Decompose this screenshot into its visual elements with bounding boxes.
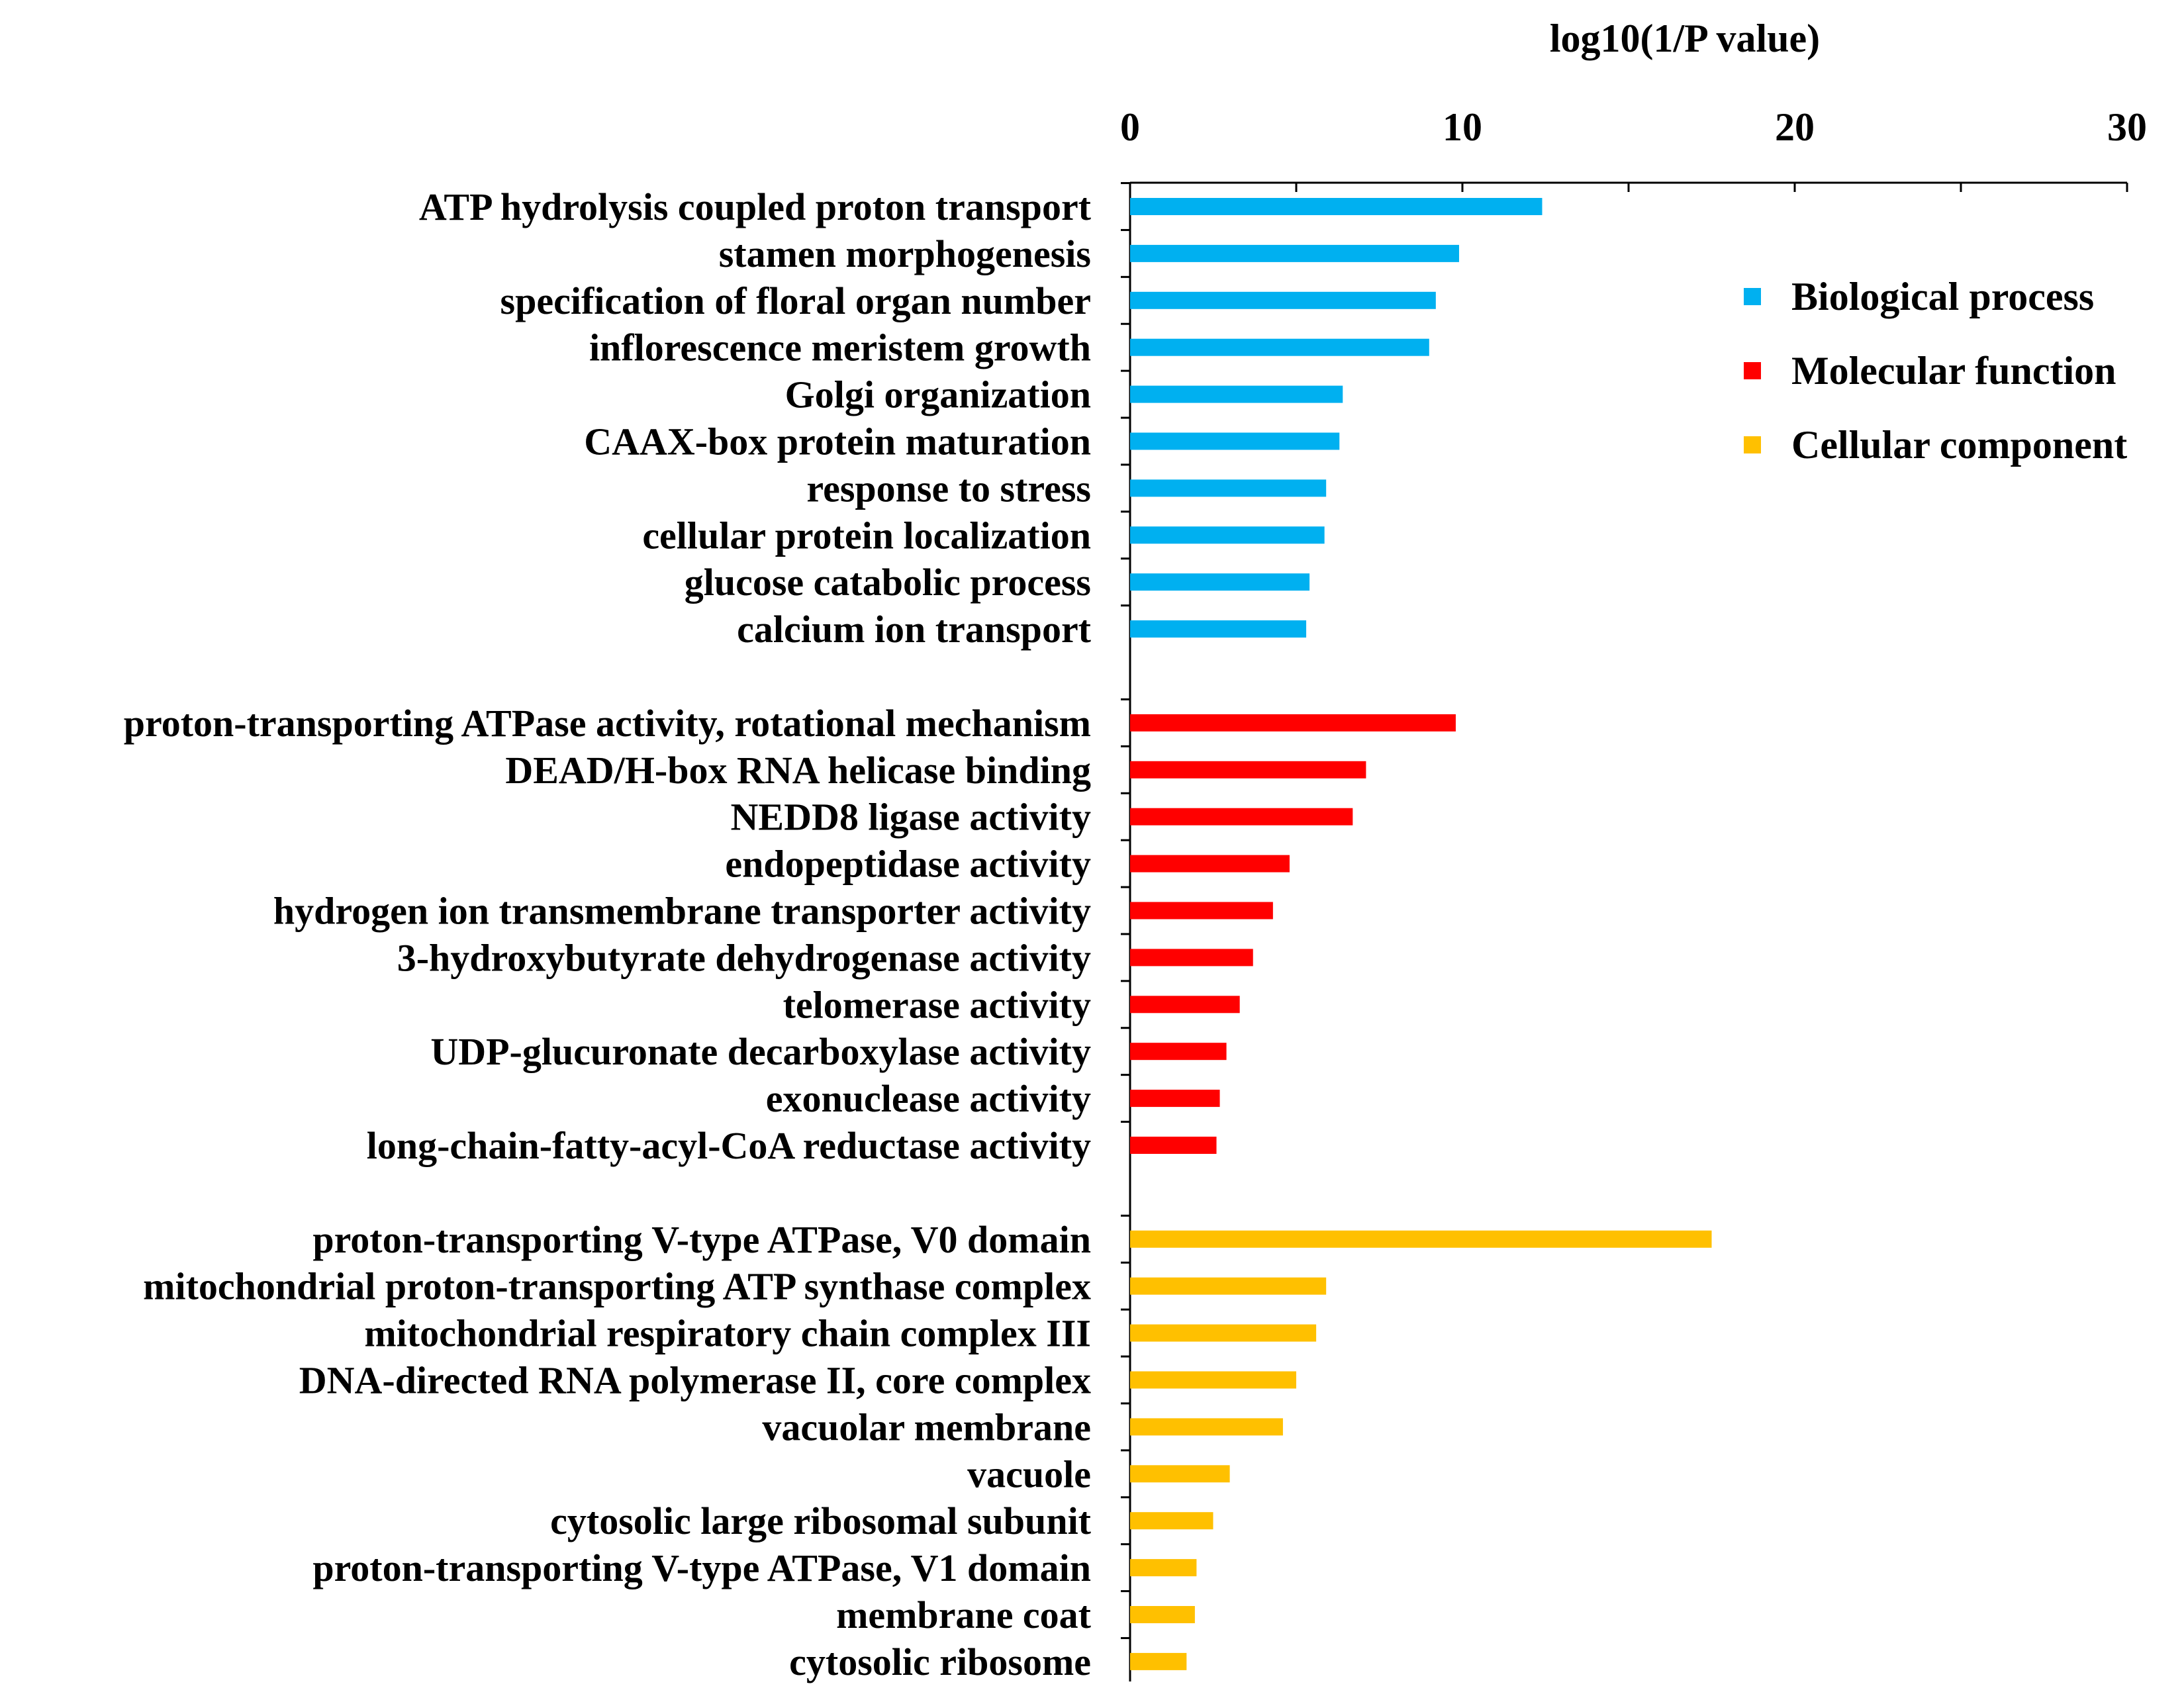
bar	[1130, 996, 1240, 1014]
legend-label: Cellular component	[1791, 423, 2127, 467]
bar	[1130, 1465, 1230, 1483]
bar	[1130, 526, 1325, 544]
bar	[1130, 1418, 1283, 1436]
category-label: glucose catabolic process	[685, 561, 1091, 604]
legend-swatch	[1744, 362, 1761, 379]
bar	[1130, 808, 1353, 826]
bar	[1130, 1277, 1327, 1295]
category-label: long-chain-fatty-acyl-CoA reductase acti…	[367, 1124, 1091, 1167]
category-label: proton-transporting ATPase activity, rot…	[124, 702, 1091, 745]
category-label: UDP-glucuronate decarboxylase activity	[430, 1030, 1091, 1073]
bar	[1130, 902, 1273, 920]
x-tick-label: 0	[1120, 105, 1140, 149]
bar	[1130, 573, 1310, 591]
bar	[1130, 198, 1543, 215]
category-label: vacuolar membrane	[762, 1405, 1091, 1448]
category-label: telomerase activity	[783, 983, 1091, 1026]
category-label: calcium ion transport	[737, 608, 1092, 651]
legend-swatch	[1744, 288, 1761, 305]
bar	[1130, 1137, 1217, 1154]
bar	[1130, 949, 1253, 967]
bar	[1130, 338, 1429, 356]
bar	[1130, 291, 1436, 309]
bar	[1130, 620, 1307, 638]
bar	[1130, 385, 1343, 403]
legend-label: Biological process	[1791, 275, 2094, 318]
bar	[1130, 1512, 1213, 1530]
category-label: 3-hydroxybutyrate dehydrogenase activity	[397, 936, 1091, 979]
bar	[1130, 244, 1459, 262]
x-tick-label: 20	[1775, 105, 1815, 149]
legend-swatch	[1744, 436, 1761, 453]
category-label: response to stress	[806, 467, 1091, 510]
category-label: DNA-directed RNA polymerase II, core com…	[299, 1359, 1091, 1402]
category-label: exonuclease activity	[766, 1077, 1091, 1120]
category-label: proton-transporting V-type ATPase, V1 do…	[312, 1546, 1091, 1589]
category-label: NEDD8 ligase activity	[731, 796, 1092, 839]
category-label: cytosolic ribosome	[789, 1640, 1091, 1683]
category-label: inflorescence meristem growth	[589, 326, 1091, 369]
x-tick-label: 30	[2107, 105, 2147, 149]
category-label: Golgi organization	[785, 373, 1091, 416]
bar	[1130, 479, 1327, 497]
bar	[1130, 714, 1456, 732]
category-label: vacuole	[967, 1452, 1091, 1495]
category-label: DEAD/H-box RNA helicase binding	[505, 749, 1091, 792]
bar	[1130, 1371, 1296, 1389]
category-label: endopeptidase activity	[725, 843, 1091, 886]
category-label: ATP hydrolysis coupled proton transport	[419, 185, 1092, 228]
bar	[1130, 855, 1290, 873]
x-axis-title: log10(1/P value)	[1550, 17, 1820, 60]
category-label: CAAX-box protein maturation	[584, 420, 1091, 463]
category-label: stamen morphogenesis	[719, 232, 1091, 275]
bar	[1130, 1652, 1187, 1670]
bar	[1130, 1559, 1197, 1577]
category-label: hydrogen ion transmembrane transporter a…	[273, 890, 1091, 933]
bar	[1130, 1230, 1712, 1248]
category-label: mitochondrial proton-transporting ATP sy…	[143, 1265, 1091, 1308]
category-label: mitochondrial respiratory chain complex …	[364, 1312, 1091, 1355]
bar	[1130, 1090, 1220, 1108]
bar	[1130, 1043, 1227, 1061]
category-label: membrane coat	[836, 1593, 1092, 1636]
category-label: cytosolic large ribosomal subunit	[550, 1499, 1092, 1542]
legend-label: Molecular function	[1791, 349, 2116, 393]
bar	[1130, 761, 1366, 779]
x-tick-label: 10	[1443, 105, 1482, 149]
bar	[1130, 1606, 1195, 1623]
bar	[1130, 1324, 1317, 1342]
category-label: proton-transporting V-type ATPase, V0 do…	[312, 1218, 1091, 1261]
category-label: cellular protein localization	[642, 514, 1091, 557]
bar	[1130, 432, 1340, 450]
category-label: specification of floral organ number	[500, 279, 1091, 322]
